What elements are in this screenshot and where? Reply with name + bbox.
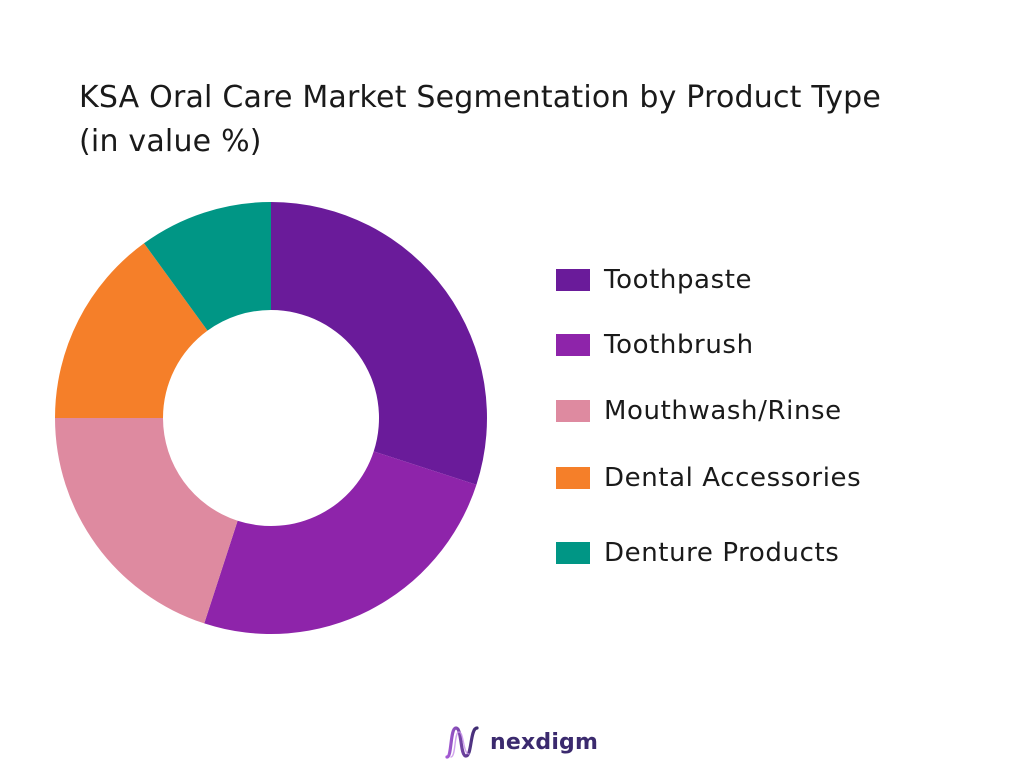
legend-item: Denture Products <box>556 538 839 568</box>
donut-slice-mouthwash-rinse <box>55 418 238 624</box>
legend-swatch <box>556 467 590 489</box>
legend-label: Toothbrush <box>604 330 754 360</box>
donut-slice-denture-products <box>144 202 271 331</box>
legend-swatch <box>556 400 590 422</box>
brand-footer: nexdigm <box>442 722 598 762</box>
legend-label: Mouthwash/Rinse <box>604 396 842 426</box>
donut-slice-toothbrush <box>204 451 477 634</box>
chart-title: KSA Oral Care Market Segmentation by Pro… <box>79 76 999 164</box>
donut-slice-dental-accessories <box>55 243 208 418</box>
chart-legend: Toothpaste Toothbrush Mouthwash/Rinse Denta… <box>556 0 996 768</box>
legend-swatch <box>556 334 590 356</box>
chart-title-line-2: (in value %) <box>79 124 262 159</box>
legend-item: Dental Accessories <box>556 463 861 493</box>
legend-item: Mouthwash/Rinse <box>556 396 842 426</box>
donut-slice-toothpaste <box>271 202 487 485</box>
legend-swatch <box>556 269 590 291</box>
legend-item: Toothpaste <box>556 265 752 295</box>
nexdigm-wave-logo-icon <box>445 726 479 759</box>
legend-item: Toothbrush <box>556 330 754 360</box>
legend-label: Denture Products <box>604 538 840 568</box>
chart-title-line-1: KSA Oral Care Market Segmentation by Pro… <box>79 80 882 115</box>
legend-label: Toothpaste <box>604 265 753 295</box>
legend-label: Dental Accessories <box>604 463 862 493</box>
donut-chart <box>55 202 487 634</box>
brand-name: nexdigm <box>490 729 599 755</box>
legend-swatch <box>556 542 590 564</box>
